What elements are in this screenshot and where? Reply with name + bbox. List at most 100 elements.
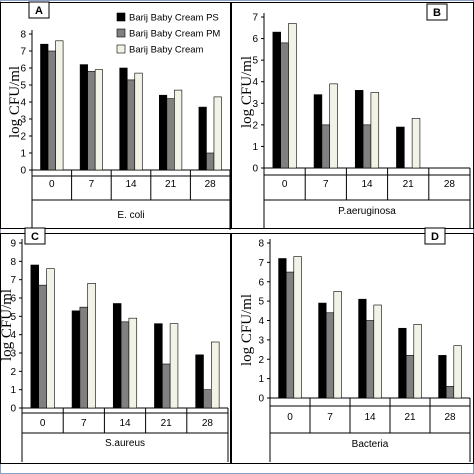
bar bbox=[46, 268, 55, 409]
y-tick-label: 6 bbox=[252, 34, 258, 45]
panel-letter-box bbox=[24, 227, 46, 245]
x-axis-label: Bacteria bbox=[352, 439, 389, 450]
y-tick-label: 5 bbox=[252, 56, 258, 67]
bar bbox=[354, 90, 364, 169]
y-tick-label: 1 bbox=[258, 374, 264, 385]
bar bbox=[195, 354, 204, 409]
bar bbox=[278, 258, 287, 399]
panel-border bbox=[0, 233, 231, 464]
bar bbox=[398, 327, 407, 399]
x-category-label: 7 bbox=[327, 412, 333, 423]
bar bbox=[405, 355, 415, 399]
x-category-label: 14 bbox=[125, 179, 137, 190]
y-tick-label: 4 bbox=[252, 77, 258, 88]
y-tick-label: 5 bbox=[258, 297, 264, 308]
bar bbox=[134, 72, 143, 171]
bar bbox=[413, 324, 422, 399]
y-tick-label: 1 bbox=[10, 385, 16, 396]
bar bbox=[79, 306, 89, 409]
bar bbox=[128, 317, 138, 409]
bar bbox=[362, 124, 372, 169]
bar bbox=[119, 67, 128, 171]
y-tick-label: 4 bbox=[20, 98, 26, 109]
legend-swatch bbox=[116, 44, 126, 54]
bar bbox=[321, 124, 331, 169]
y-tick-label: 7 bbox=[20, 47, 26, 58]
bar bbox=[47, 50, 56, 171]
y-tick-label: 2 bbox=[10, 367, 16, 378]
bar bbox=[370, 92, 380, 169]
bar bbox=[203, 389, 212, 409]
panel-letter-box bbox=[424, 227, 446, 245]
bar bbox=[79, 64, 88, 171]
bar bbox=[213, 96, 222, 171]
bar bbox=[87, 283, 96, 409]
bar bbox=[154, 323, 163, 409]
bar bbox=[94, 69, 103, 171]
y-tick-label: 0 bbox=[252, 164, 258, 175]
bar bbox=[174, 89, 183, 171]
bar bbox=[325, 312, 335, 399]
panel-letter-box bbox=[426, 3, 448, 21]
y-tick-label: 2 bbox=[252, 120, 258, 131]
bar bbox=[358, 298, 367, 399]
y-tick-label: 3 bbox=[252, 99, 258, 110]
x-category-label: 0 bbox=[40, 418, 46, 429]
bar bbox=[126, 79, 136, 171]
legend: Barij Baby Cream PS Barij Baby Cream PM Ba… bbox=[116, 12, 220, 56]
y-tick-label: 7 bbox=[258, 258, 264, 269]
y-tick-label: 5 bbox=[20, 81, 26, 92]
legend-swatch bbox=[116, 12, 126, 22]
x-axis-label: E. coli bbox=[117, 210, 144, 221]
x-axis-label: P.aeruginosa bbox=[338, 206, 396, 217]
bar bbox=[313, 94, 323, 169]
bar bbox=[71, 310, 81, 409]
x-category-label: 21 bbox=[404, 412, 416, 423]
bar bbox=[120, 321, 130, 409]
bar bbox=[445, 386, 455, 399]
bar bbox=[169, 323, 179, 409]
bar bbox=[198, 106, 207, 171]
x-axis-label: S.aureus bbox=[105, 438, 145, 449]
x-category-label: 28 bbox=[444, 179, 456, 190]
y-tick-label: 0 bbox=[10, 404, 16, 415]
bar bbox=[40, 43, 49, 171]
y-tick-label: 0 bbox=[258, 394, 264, 405]
x-category-label: 21 bbox=[161, 418, 173, 429]
bar bbox=[411, 118, 421, 169]
bar bbox=[329, 83, 338, 169]
y-tick-label: 3 bbox=[10, 349, 16, 360]
bar bbox=[365, 320, 375, 399]
panel-d: 0 1 2 3 4 5 6 7 8 log CFU/ml 0 7 14 21 28 Bacteria D bbox=[231, 227, 474, 464]
y-tick-label: 6 bbox=[258, 277, 264, 288]
y-tick-label: 9 bbox=[10, 239, 16, 250]
bar bbox=[280, 42, 289, 169]
y-tick-label: 5 bbox=[10, 312, 16, 323]
x-category-label: 0 bbox=[49, 179, 55, 190]
bar bbox=[318, 302, 327, 399]
bar bbox=[293, 256, 302, 399]
bar bbox=[38, 284, 47, 409]
legend-swatch bbox=[116, 28, 126, 38]
bar bbox=[373, 304, 382, 399]
panel-border bbox=[231, 2, 474, 229]
bar bbox=[166, 98, 175, 171]
y-axis-label: log CFU/ml bbox=[7, 66, 23, 138]
bar bbox=[87, 71, 96, 171]
y-tick-label: 2 bbox=[20, 132, 26, 143]
panel-border bbox=[0, 2, 231, 229]
x-category-label: 0 bbox=[282, 179, 288, 190]
legend-label: Barij Baby Cream PS bbox=[129, 13, 219, 24]
bar bbox=[453, 345, 462, 399]
y-tick-label: 8 bbox=[20, 30, 26, 41]
x-category-label: 7 bbox=[81, 418, 87, 429]
x-category-label: 21 bbox=[403, 179, 415, 190]
x-category-label: 14 bbox=[361, 179, 373, 190]
y-tick-label: 8 bbox=[258, 239, 264, 250]
y-tick-label: 4 bbox=[10, 330, 16, 341]
y-tick-label: 4 bbox=[258, 316, 264, 327]
bar bbox=[112, 303, 122, 409]
y-tick-label: 1 bbox=[20, 149, 26, 160]
bar bbox=[396, 126, 405, 169]
